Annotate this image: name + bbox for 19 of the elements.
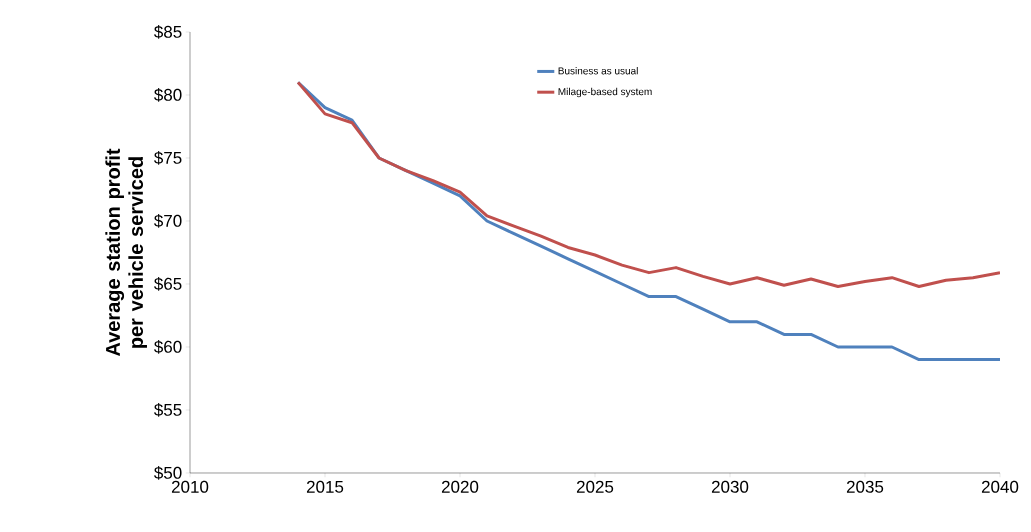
x-tick-label: 2040 bbox=[981, 480, 1019, 493]
x-tick-label: 2020 bbox=[441, 480, 479, 493]
y-tick-label: $75 bbox=[154, 151, 182, 165]
legend-label: Milage-based system bbox=[558, 87, 652, 98]
legend-label: Business as usual bbox=[558, 67, 638, 75]
x-tick-label: 2010 bbox=[171, 480, 209, 493]
y-tick-label: $70 bbox=[154, 214, 182, 228]
y-tick-label: $65 bbox=[154, 277, 182, 291]
y-axis-title: Average station profit per vehicle serviced bbox=[105, 148, 147, 357]
y-tick-label: $60 bbox=[154, 340, 182, 354]
x-tick-label: 2015 bbox=[306, 480, 344, 493]
x-tick-label: 2030 bbox=[711, 480, 749, 493]
y-tick-label: $50 bbox=[154, 466, 182, 480]
y-tick-label: $55 bbox=[154, 403, 182, 417]
x-tick-label: 2025 bbox=[576, 480, 614, 493]
x-tick-label: 2035 bbox=[846, 480, 884, 493]
line-series bbox=[296, 80, 1000, 289]
y-tick-label: $85 bbox=[154, 25, 182, 39]
y-tick-label: $80 bbox=[154, 88, 182, 102]
